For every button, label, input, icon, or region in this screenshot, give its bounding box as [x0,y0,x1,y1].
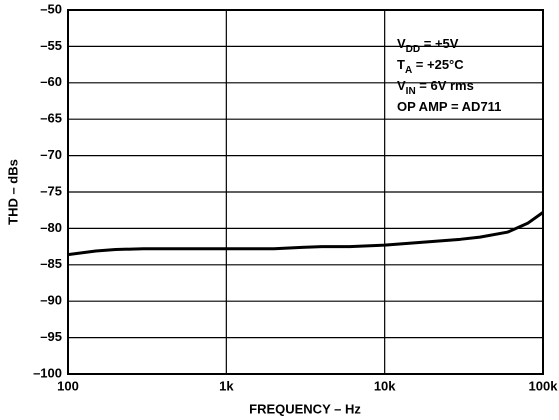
y-tick-label: –100 [33,365,62,380]
x-tick-label: 100 [57,378,79,393]
x-tick-label: 100k [529,378,559,393]
annotation: VIN = 6V rms [397,78,474,96]
y-tick-label: –90 [40,293,62,308]
annotation-text: = +5V [420,36,459,51]
y-axis-label: THD – dBs [5,159,20,225]
y-tick-label: –95 [40,329,62,344]
annotation-text: V [397,36,406,51]
annotation-subscript: IN [406,86,416,97]
annotation-subscript: DD [406,44,420,55]
x-tick-label: 1k [219,378,234,393]
y-tick-label: –55 [40,38,62,53]
annotation-text: = +25°C [412,57,464,72]
y-tick-label: –50 [40,1,62,16]
annotation-text: T [397,57,405,72]
x-axis-label: FREQUENCY – Hz [249,401,361,416]
annotation-text: V [397,78,406,93]
data-line [67,211,544,257]
annotation: TA = +25°C [397,57,464,75]
y-tick-label: –75 [40,183,62,198]
y-tick-label: –80 [40,220,62,235]
y-tick-label: –60 [40,74,62,89]
annotation: OP AMP = AD711 [397,99,501,114]
annotation-text: OP AMP = AD711 [397,99,501,114]
annotation-text: = 6V rms [416,78,474,93]
y-tick-label: –70 [40,147,62,162]
annotation-subscript: A [405,65,412,76]
x-tick-label: 10k [374,378,396,393]
y-tick-label: –85 [40,256,62,271]
annotation: VDD = +5V [397,36,459,54]
plot-frame [67,9,544,375]
y-tick-label: –65 [40,111,62,126]
